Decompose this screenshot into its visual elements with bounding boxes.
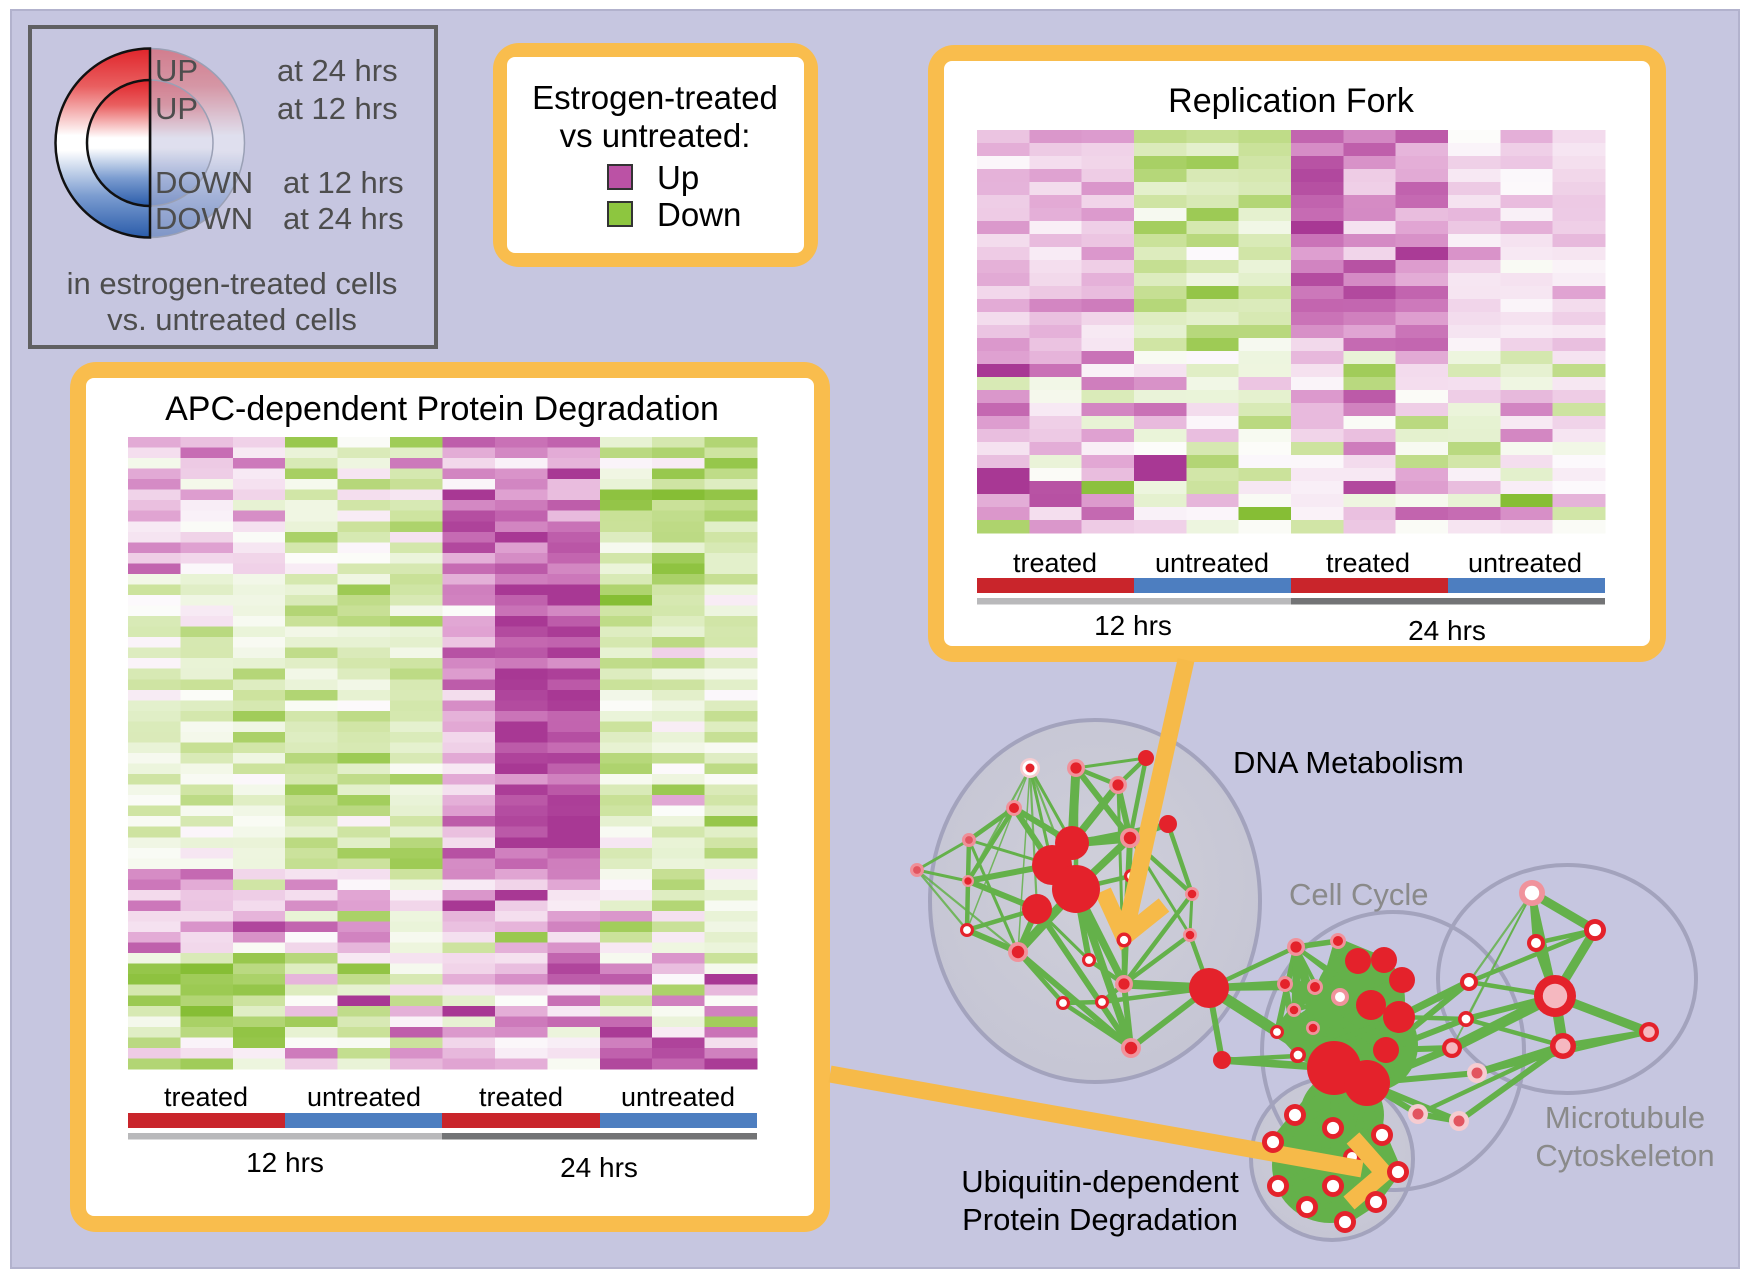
svg-text:DNA Metabolism: DNA Metabolism xyxy=(1233,745,1464,780)
svg-text:Cell Cycle: Cell Cycle xyxy=(1289,877,1429,912)
svg-text:Replication Fork: Replication Fork xyxy=(1168,82,1415,120)
svg-text:vs. untreated cells: vs. untreated cells xyxy=(107,302,357,337)
svg-text:Up: Up xyxy=(657,159,699,196)
svg-text:APC-dependent Protein Degradat: APC-dependent Protein Degradation xyxy=(165,390,719,428)
svg-text:24 hrs: 24 hrs xyxy=(560,1152,638,1183)
svg-text:UP: UP xyxy=(155,53,198,88)
svg-text:at 24 hrs: at 24 hrs xyxy=(283,201,404,236)
svg-text:untreated: untreated xyxy=(621,1082,735,1112)
svg-text:Cytoskeleton: Cytoskeleton xyxy=(1535,1138,1714,1173)
svg-text:vs untreated:: vs untreated: xyxy=(560,117,751,154)
svg-text:Microtubule: Microtubule xyxy=(1545,1100,1705,1135)
svg-text:DOWN: DOWN xyxy=(155,165,253,200)
svg-text:12 hrs: 12 hrs xyxy=(246,1147,324,1178)
svg-text:treated: treated xyxy=(1013,548,1097,578)
svg-text:UP: UP xyxy=(155,91,198,126)
svg-text:at 12 hrs: at 12 hrs xyxy=(283,165,404,200)
svg-text:treated: treated xyxy=(164,1082,248,1112)
svg-text:Protein Degradation: Protein Degradation xyxy=(962,1202,1238,1237)
svg-text:Down: Down xyxy=(657,196,741,233)
svg-text:at 24 hrs: at 24 hrs xyxy=(277,53,398,88)
svg-text:24 hrs: 24 hrs xyxy=(1408,615,1486,646)
svg-text:Estrogen-treated: Estrogen-treated xyxy=(532,79,778,116)
svg-text:at 12 hrs: at 12 hrs xyxy=(277,91,398,126)
svg-text:Ubiquitin-dependent: Ubiquitin-dependent xyxy=(961,1164,1239,1199)
svg-text:untreated: untreated xyxy=(1155,548,1269,578)
svg-text:treated: treated xyxy=(479,1082,563,1112)
svg-text:12 hrs: 12 hrs xyxy=(1094,610,1172,641)
svg-text:in estrogen-treated cells: in estrogen-treated cells xyxy=(67,266,398,301)
svg-text:treated: treated xyxy=(1326,548,1410,578)
svg-text:untreated: untreated xyxy=(307,1082,421,1112)
svg-text:untreated: untreated xyxy=(1468,548,1582,578)
svg-text:DOWN: DOWN xyxy=(155,201,253,236)
